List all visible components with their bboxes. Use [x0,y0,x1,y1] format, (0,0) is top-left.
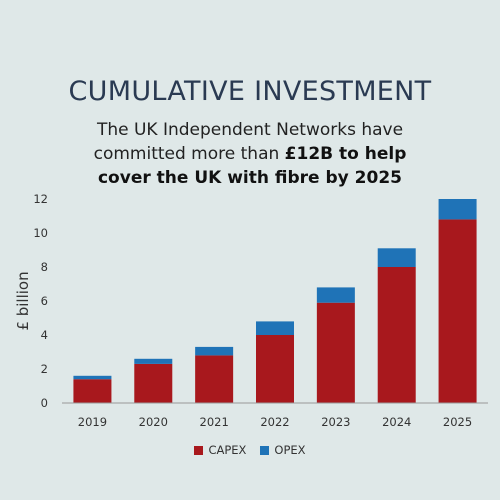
bar-capex-2023 [316,302,355,403]
legend-item-capex: CAPEX [194,443,246,457]
y-tick-label: 4 [41,328,48,342]
y-tick-label: 10 [33,226,48,240]
x-tick-label: 2019 [78,415,107,429]
chart-subtitle: The UK Independent Networks have committ… [0,118,500,190]
y-tick-label: 12 [33,192,48,206]
x-tick-label: 2024 [382,415,411,429]
x-tick-label: 2021 [200,415,229,429]
x-tick-label: 2022 [260,415,289,429]
subtitle-line-3: cover the UK with fibre by 2025 [0,166,500,190]
bar-capex-2019 [73,379,112,403]
bar-opex-2019 [73,375,112,380]
bar-opex-2022 [256,321,294,335]
subtitle-line-3-bold: cover the UK with fibre by 2025 [97,168,402,188]
x-tick-label: 2020 [139,415,168,429]
bar-capex-2024 [377,267,416,403]
bar-opex-2023 [316,287,355,303]
legend-swatch-capex [194,445,204,455]
legend-label-capex: CAPEX [208,443,247,457]
bar-capex-2025 [438,219,477,403]
bar-capex-2021 [195,355,234,403]
bar-opex-2024 [377,248,416,267]
y-tick-label: 6 [41,294,48,308]
subtitle-line-2-bold: £12B to help [284,144,407,164]
x-tick-label: 2025 [443,415,472,429]
legend-label-opex: OPEX [274,443,306,457]
y-tick-label: 8 [41,260,48,274]
subtitle-line-2: committed more than £12B to help [0,142,500,166]
y-tick-label: 2 [41,362,48,376]
bar-capex-2022 [256,335,294,403]
bar-opex-2020 [134,358,173,364]
legend-swatch-opex [260,445,270,455]
bar-opex-2021 [195,346,234,356]
chart-legend: CAPEX OPEX [0,443,500,457]
legend-item-opex: OPEX [260,443,306,457]
y-axis-label: £ billion [14,271,32,330]
x-tick-label: 2023 [321,415,350,429]
y-tick-label: 0 [41,396,48,410]
bar-opex-2025 [438,199,477,220]
subtitle-line-2-plain: committed more than [93,144,285,164]
bar-capex-2020 [134,363,173,403]
subtitle-line-1: The UK Independent Networks have [96,120,404,140]
chart-title: CUMULATIVE INVESTMENT [68,76,432,107]
